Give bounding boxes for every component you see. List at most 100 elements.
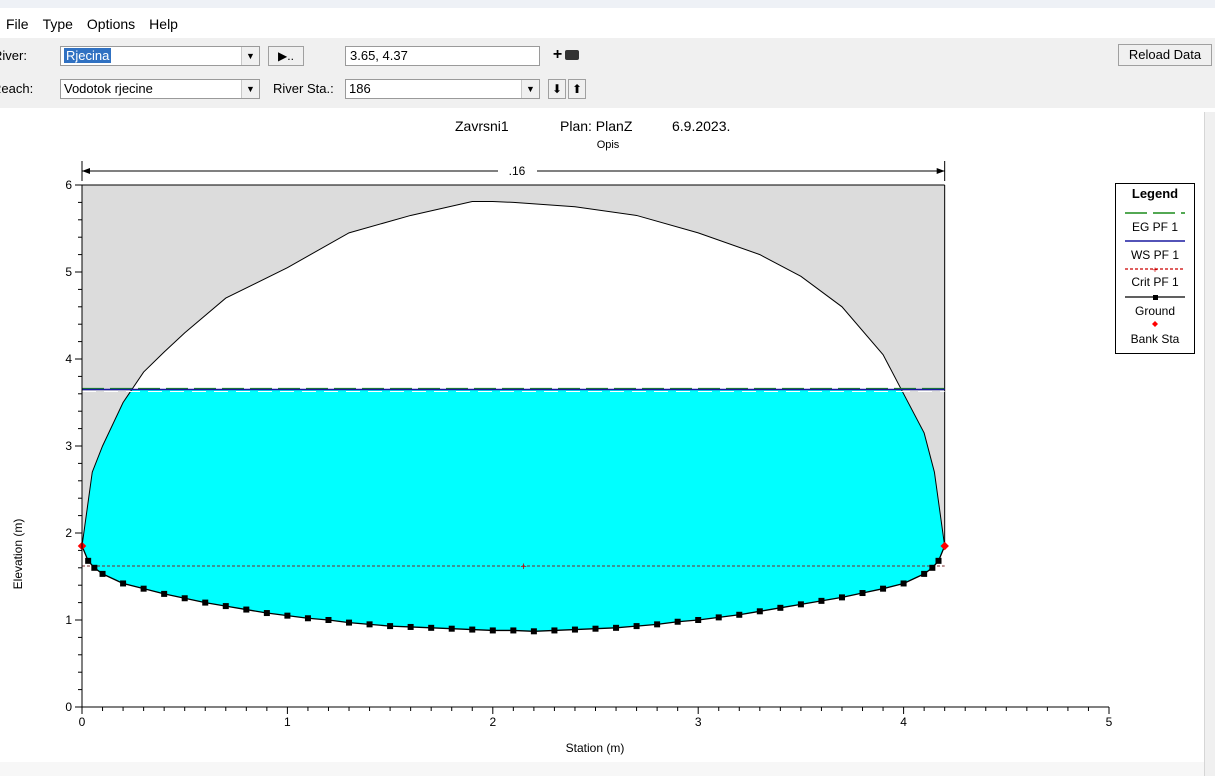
ground-point	[756, 608, 763, 615]
legend-item-crit: Crit PF 1	[1131, 275, 1179, 289]
chevron-down-icon[interactable]: ▼	[241, 80, 259, 98]
plus-icon: +	[552, 46, 563, 63]
legend-item-ws: WS PF 1	[1130, 248, 1179, 262]
menu-file[interactable]: File	[6, 16, 29, 32]
ground-point	[161, 590, 168, 597]
x-tick-label: 2	[489, 715, 496, 729]
horizontal-scrollbar[interactable]	[0, 762, 1204, 776]
legend: Legend + EG PF 1 WS PF 1 Crit PF 1 Groun…	[1115, 183, 1195, 354]
ground-point	[469, 626, 476, 633]
river-label: River:	[0, 48, 27, 63]
menu-help[interactable]: Help	[149, 16, 178, 32]
ground-point	[613, 624, 620, 631]
x-tick-label: 0	[79, 715, 86, 729]
menu-bar: File Type Options Help	[0, 14, 186, 34]
manning-n-label: .16	[509, 164, 526, 178]
coordinate-readout[interactable]: 3.65, 4.37	[345, 46, 540, 66]
menu-options[interactable]: Options	[86, 16, 136, 32]
crit-marker: +	[520, 561, 526, 573]
conduit-outline	[81, 201, 946, 547]
x-tick-label: 3	[695, 715, 702, 729]
ground-point	[674, 618, 681, 625]
reload-data-button[interactable]: Reload Data	[1118, 44, 1212, 66]
ground-point	[387, 623, 394, 630]
river-select-value: Rjecina	[64, 48, 112, 63]
ground-point	[510, 627, 517, 634]
play-button[interactable]: ▶..	[268, 46, 304, 66]
x-tick-label: 4	[900, 715, 907, 729]
menu-type[interactable]: Type	[42, 16, 73, 32]
reach-select-value: Vodotok rjecine	[64, 81, 153, 96]
ground-point	[489, 627, 496, 634]
ground-point	[140, 585, 147, 592]
ground-point	[181, 595, 188, 602]
ground-point	[202, 599, 209, 606]
river-select[interactable]: Rjecina ▼	[60, 46, 260, 66]
ground-point	[935, 557, 942, 564]
ground-point	[85, 557, 92, 564]
y-tick-label: 5	[65, 265, 72, 279]
window-top-strip	[0, 0, 1215, 8]
next-station-button[interactable]: ⬇	[548, 79, 566, 99]
water-fill	[82, 389, 945, 632]
ground-point	[263, 610, 270, 617]
ground-point	[880, 585, 887, 592]
y-tick-label: 4	[65, 352, 72, 366]
y-axis-label: Elevation (m)	[11, 519, 25, 590]
ground-point	[654, 621, 661, 628]
ground-point	[695, 617, 702, 623]
ground-point	[346, 619, 353, 626]
n-arrow-left	[82, 168, 90, 174]
x-tick-label: 1	[284, 715, 291, 729]
ground-point	[325, 617, 332, 623]
legend-bank-marker	[1152, 321, 1158, 327]
y-tick-label: 3	[65, 439, 72, 453]
chart-subtitle: Opis	[597, 139, 620, 151]
y-tick-label: 0	[65, 700, 72, 714]
river-sta-value: 186	[349, 81, 371, 96]
legend-crit-marker: +	[1152, 265, 1157, 275]
ground-point	[571, 626, 578, 633]
legend-title: Legend	[1131, 186, 1179, 201]
ground-point	[797, 601, 804, 608]
add-plot-button[interactable]: +	[546, 46, 586, 68]
ground-point	[304, 615, 311, 622]
cross-section-chart: Zavrsni1 Plan: PlanZ 6.9.2023. Opis + .16…	[11, 118, 1113, 755]
legend-item-ground: Ground	[1134, 304, 1176, 318]
ground-point	[284, 612, 291, 619]
ground-point	[633, 623, 640, 630]
reach-label: Reach:	[0, 81, 34, 96]
y-tick-label: 2	[65, 526, 72, 540]
vertical-scrollbar[interactable]	[1204, 112, 1215, 776]
legend-ground-marker	[1153, 295, 1158, 300]
chevron-down-icon[interactable]: ▼	[241, 47, 259, 65]
ground-point	[530, 628, 537, 635]
ground-point	[366, 621, 373, 628]
legend-swatches: +	[1125, 212, 1185, 327]
river-sta-label: River Sta.:	[273, 81, 334, 96]
reach-select[interactable]: Vodotok rjecine ▼	[60, 79, 260, 99]
chart-project: Zavrsni1	[455, 118, 509, 134]
river-sta-select[interactable]: 186 ▼	[345, 79, 540, 99]
y-tick-label: 1	[65, 613, 72, 627]
ground-point	[222, 603, 229, 610]
chevron-down-icon[interactable]: ▼	[521, 80, 539, 98]
plot-area: + .16 0 1 2 3 4 5 0 1 2 3 4 5 6	[65, 161, 1113, 729]
legend-item-eg: EG PF 1	[1131, 220, 1178, 234]
ground-point	[120, 580, 127, 587]
camera-icon	[565, 49, 580, 60]
chart-plan: Plan: PlanZ	[560, 118, 633, 134]
n-arrow-right	[936, 168, 945, 174]
arrow-up-icon: ⬆	[571, 82, 583, 96]
ground-point	[777, 604, 784, 611]
ground-point	[243, 606, 250, 613]
chart-date: 6.9.2023.	[672, 118, 730, 134]
ground-point	[99, 570, 106, 577]
ground-point	[838, 594, 845, 601]
previous-station-button[interactable]: ⬆	[568, 79, 586, 99]
ground-point	[448, 625, 455, 632]
chart-header: Zavrsni1 Plan: PlanZ 6.9.2023. Opis	[455, 118, 730, 151]
ground-point	[551, 627, 558, 634]
ground-point	[859, 590, 866, 597]
ground-point	[818, 597, 825, 604]
